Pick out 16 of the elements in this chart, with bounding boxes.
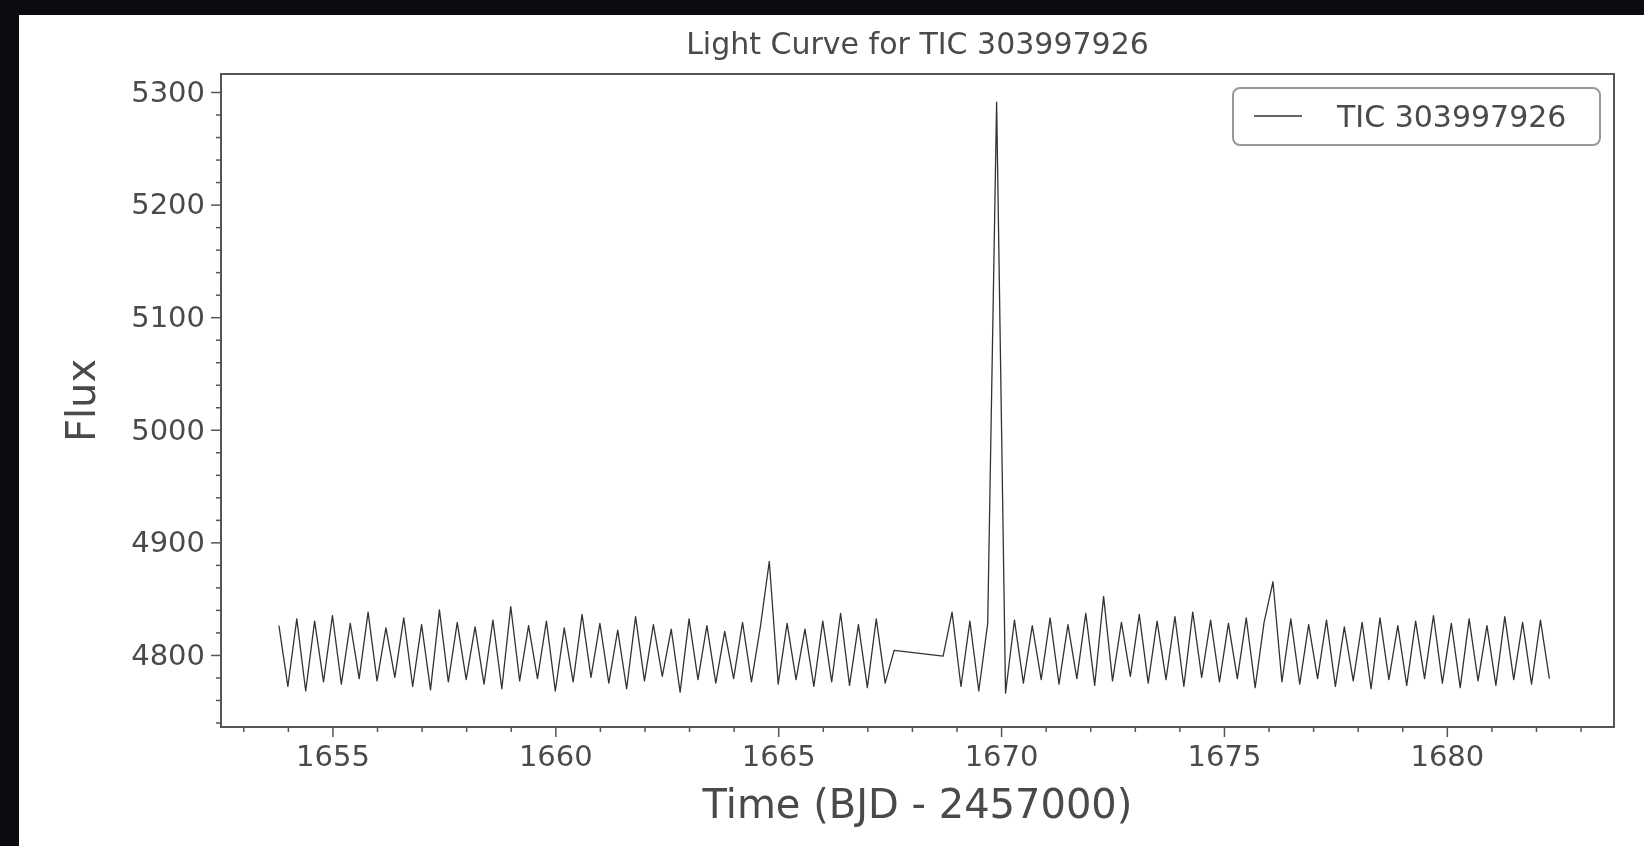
y-tick-label: 4900 <box>131 525 205 560</box>
y-tick-label: 4800 <box>131 637 205 672</box>
y-tick-label: 5300 <box>131 74 205 109</box>
y-axis-title: Flux <box>58 358 104 443</box>
legend-label: TIC 303997926 <box>1336 98 1567 134</box>
x-tick-label: 1665 <box>741 738 816 773</box>
x-tick-label: 1675 <box>1187 738 1262 773</box>
x-tick-label: 1660 <box>518 738 593 773</box>
x-tick-label: 1655 <box>296 738 370 773</box>
y-tick-label: 5200 <box>131 187 205 222</box>
x-tick-label: 1670 <box>964 738 1039 773</box>
x-axis-title: Time (BJD - 2457000) <box>701 781 1133 827</box>
chart-title: Light Curve for TIC 303997926 <box>686 26 1149 61</box>
x-tick-label: 1680 <box>1410 738 1485 773</box>
y-tick-label: 5000 <box>131 412 205 447</box>
y-tick-label: 5100 <box>131 299 205 334</box>
